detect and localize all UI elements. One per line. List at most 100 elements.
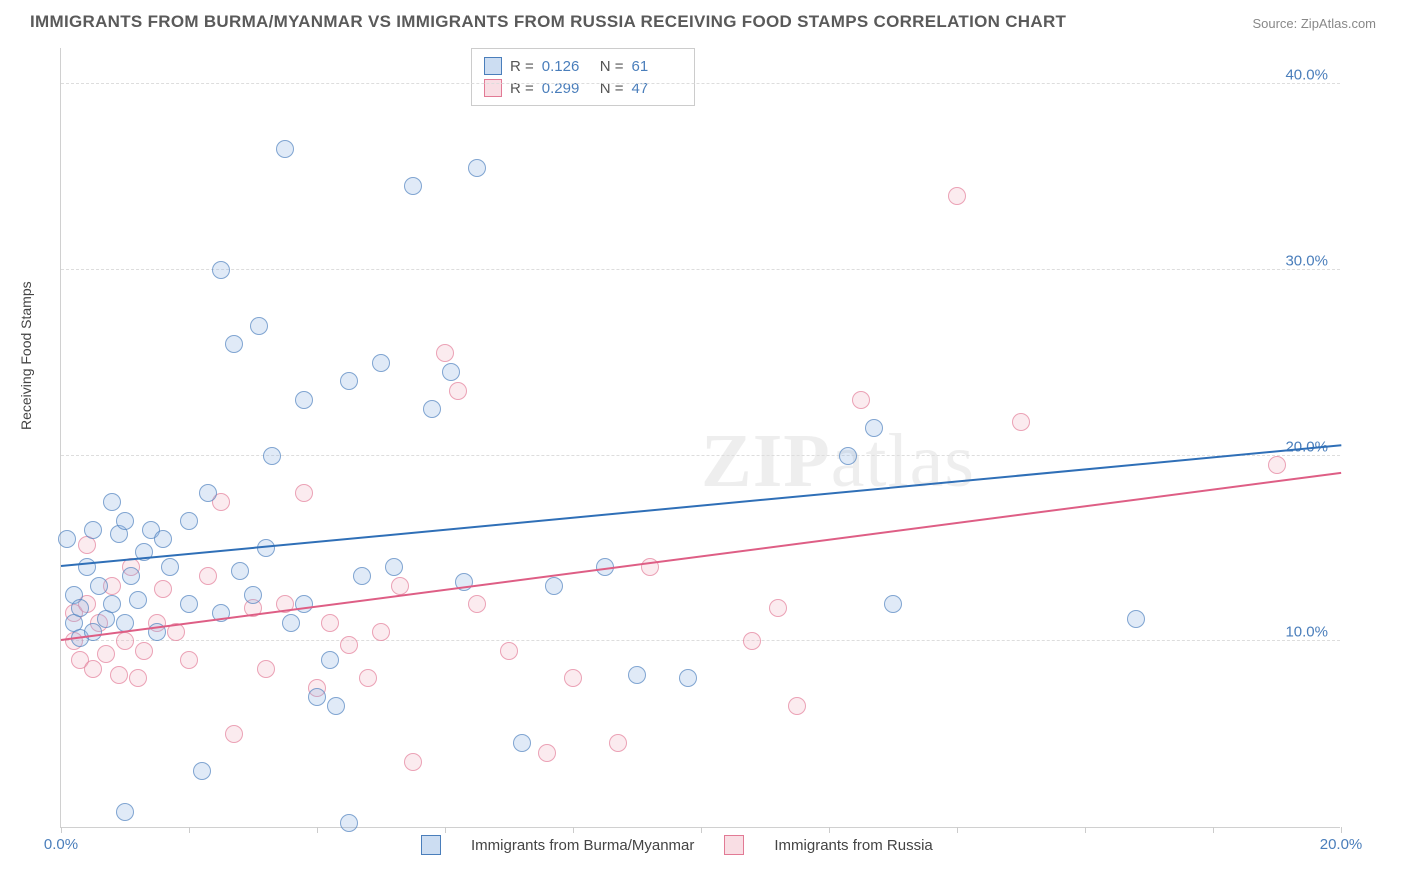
data-point [103,493,121,511]
data-point [116,512,134,530]
swatch-burma-icon [484,57,502,75]
data-point [257,539,275,557]
data-point [263,447,281,465]
data-point [340,814,358,832]
data-point [78,558,96,576]
x-tick [829,827,830,833]
r-label: R = [510,80,534,97]
data-point [327,697,345,715]
data-point [1268,456,1286,474]
data-point [231,562,249,580]
data-point [71,599,89,617]
data-point [769,599,787,617]
source-attribution: Source: ZipAtlas.com [1252,16,1376,31]
data-point [1012,413,1030,431]
data-point [122,567,140,585]
n-label: N = [600,80,624,97]
data-point [295,391,313,409]
n-value-burma: 61 [632,58,682,75]
data-point [199,567,217,585]
r-label: R = [510,58,534,75]
data-point [423,400,441,418]
scatter-plot-area: ZIPatlas R = 0.126 N = 61 R = 0.299 N = … [60,48,1340,828]
data-point [839,447,857,465]
data-point [308,688,326,706]
x-tick [573,827,574,833]
y-tick-label: 30.0% [1285,252,1328,269]
data-point [180,651,198,669]
data-point [865,419,883,437]
swatch-russia-icon [724,835,744,855]
data-point [679,669,697,687]
stats-row-burma: R = 0.126 N = 61 [484,55,682,77]
data-point [129,591,147,609]
data-point [852,391,870,409]
gridline [61,640,1340,641]
trend-line [61,472,1341,641]
r-value-russia: 0.299 [542,80,592,97]
data-point [180,512,198,530]
data-point [250,317,268,335]
x-tick [1213,827,1214,833]
data-point [948,187,966,205]
x-tick [1085,827,1086,833]
data-point [295,595,313,613]
data-point [340,636,358,654]
data-point [161,558,179,576]
data-point [276,140,294,158]
y-tick-label: 10.0% [1285,624,1328,641]
gridline [61,455,1340,456]
x-tick [957,827,958,833]
data-point [359,669,377,687]
data-point [97,645,115,663]
data-point [154,580,172,598]
data-point [103,595,121,613]
data-point [609,734,627,752]
data-point [1127,610,1145,628]
n-value-russia: 47 [632,80,682,97]
data-point [628,666,646,684]
data-point [295,484,313,502]
gridline [61,269,1340,270]
data-point [468,595,486,613]
x-tick [701,827,702,833]
x-tick-label: 0.0% [44,836,78,853]
stats-row-russia: R = 0.299 N = 47 [484,77,682,99]
data-point [500,642,518,660]
data-point [257,660,275,678]
gridline [61,83,1340,84]
x-tick [445,827,446,833]
data-point [225,725,243,743]
legend-label-russia: Immigrants from Russia [774,837,932,854]
data-point [385,558,403,576]
data-point [442,363,460,381]
data-point [225,335,243,353]
data-point [154,530,172,548]
x-tick [189,827,190,833]
data-point [116,632,134,650]
data-point [545,577,563,595]
series-legend: Immigrants from Burma/Myanmar Immigrants… [421,835,933,855]
data-point [372,623,390,641]
data-point [884,595,902,613]
data-point [116,803,134,821]
data-point [212,261,230,279]
data-point [538,744,556,762]
data-point [321,651,339,669]
r-value-burma: 0.126 [542,58,592,75]
data-point [372,354,390,372]
data-point [321,614,339,632]
data-point [353,567,371,585]
data-point [564,669,582,687]
swatch-russia-icon [484,79,502,97]
chart-title: IMMIGRANTS FROM BURMA/MYANMAR VS IMMIGRA… [30,12,1066,32]
trend-line [61,444,1341,567]
data-point [84,660,102,678]
data-point [193,762,211,780]
data-point [110,666,128,684]
data-point [135,642,153,660]
data-point [58,530,76,548]
data-point [180,595,198,613]
data-point [391,577,409,595]
x-tick [317,827,318,833]
